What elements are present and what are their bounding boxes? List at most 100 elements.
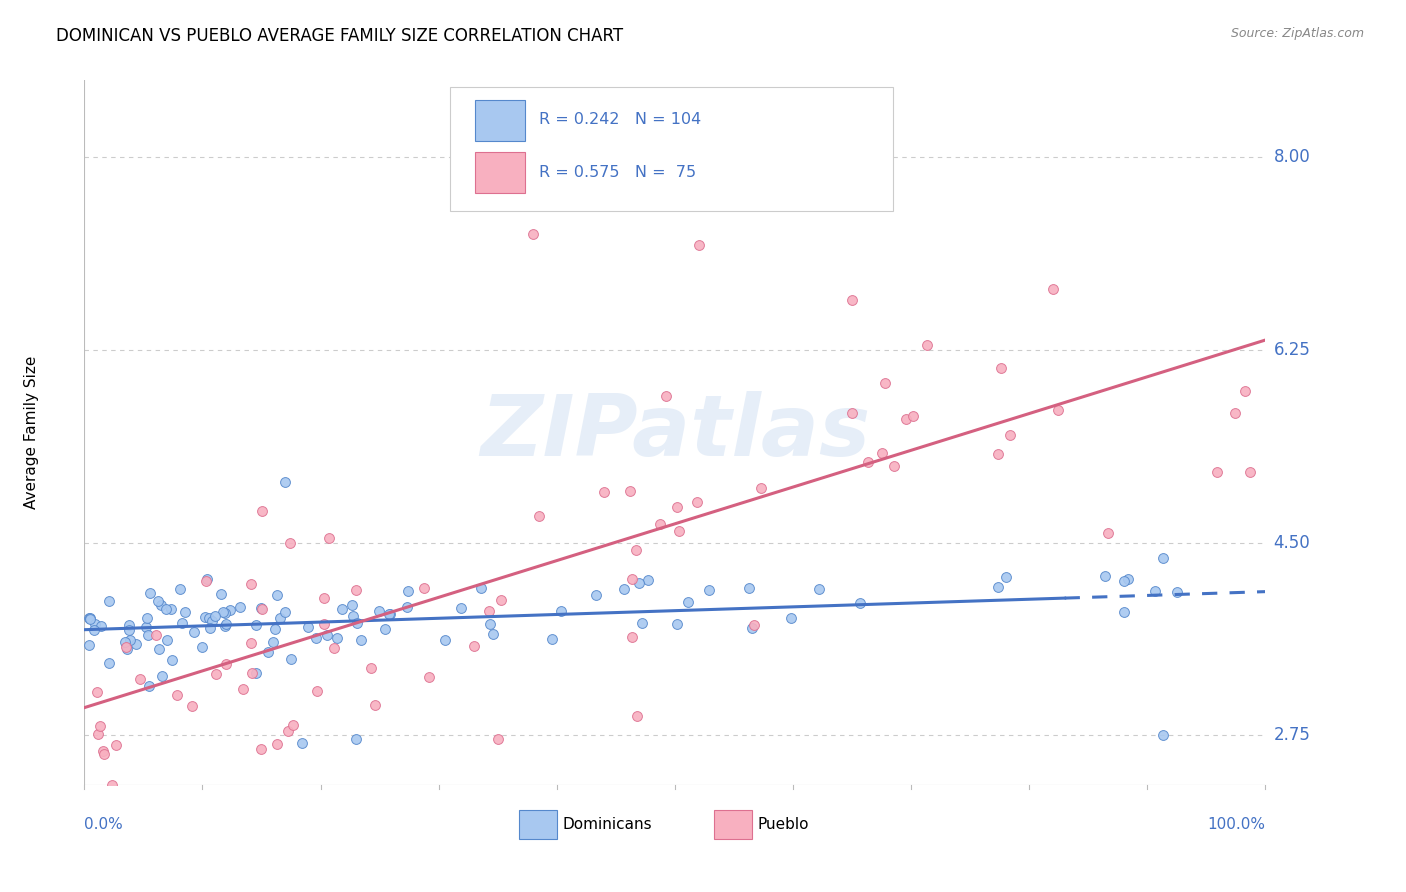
Point (1223, 407, 1246, 421)
Point (377, 607, 399, 622)
Point (364, 698, 387, 713)
Point (136, 628, 159, 642)
Point (174, 605, 197, 619)
Point (654, 389, 676, 403)
Point (396, 583, 419, 598)
Point (152, 669, 174, 683)
Point (155, 632, 177, 647)
Point (93, 747, 115, 761)
Point (250, 602, 273, 616)
Point (666, 617, 689, 632)
Point (180, 699, 202, 714)
Point (312, 616, 335, 631)
Point (114, 635, 136, 649)
Text: 2.75: 2.75 (1274, 726, 1310, 745)
Point (305, 632, 328, 646)
Point (413, 581, 436, 595)
Point (250, 601, 273, 615)
Point (1152, 551, 1174, 566)
Point (269, 611, 291, 625)
Point (257, 645, 280, 659)
Point (129, 672, 152, 686)
Point (297, 620, 319, 634)
Point (665, 500, 688, 515)
Point (214, 606, 236, 620)
Point (195, 573, 218, 587)
Point (434, 632, 457, 647)
Point (620, 572, 643, 586)
Point (450, 601, 472, 615)
Point (250, 742, 273, 756)
Point (1152, 728, 1174, 742)
Text: Dominicans: Dominicans (562, 817, 652, 832)
Point (346, 731, 368, 746)
Point (262, 634, 284, 648)
Point (135, 620, 157, 634)
Point (77, 638, 100, 652)
Text: 4.50: 4.50 (1274, 533, 1310, 552)
Point (245, 665, 267, 680)
Point (215, 657, 238, 671)
Point (219, 603, 242, 617)
Point (274, 475, 297, 490)
Point (250, 504, 273, 518)
Point (232, 681, 254, 696)
Point (194, 610, 217, 624)
Point (83, 616, 105, 631)
Point (79, 612, 101, 626)
Point (342, 608, 364, 623)
Point (318, 531, 340, 545)
Point (486, 731, 509, 746)
FancyBboxPatch shape (475, 100, 524, 141)
Point (995, 570, 1018, 584)
Point (1097, 526, 1119, 541)
Point (841, 293, 863, 308)
Point (346, 615, 368, 630)
Point (685, 495, 707, 509)
Point (742, 618, 765, 632)
Point (637, 573, 659, 587)
Point (83, 623, 105, 637)
Point (478, 604, 501, 618)
Point (585, 588, 607, 602)
Point (263, 622, 285, 636)
Point (90, 619, 112, 633)
Point (104, 738, 127, 752)
Point (229, 600, 252, 615)
Point (479, 617, 502, 632)
Point (1042, 283, 1064, 297)
Point (676, 595, 699, 609)
Point (849, 596, 872, 610)
Point (191, 640, 214, 655)
Point (875, 376, 897, 391)
Point (277, 723, 299, 738)
Text: 6.25: 6.25 (1274, 341, 1310, 359)
Text: 0.0%: 0.0% (84, 817, 124, 831)
Point (240, 665, 263, 680)
Point (688, 238, 710, 252)
FancyBboxPatch shape (475, 152, 524, 194)
Point (204, 609, 226, 624)
Point (291, 736, 314, 750)
Point (856, 454, 879, 468)
Point (894, 412, 917, 426)
Point (527, 508, 550, 523)
Point (86, 684, 108, 698)
Point (631, 616, 654, 631)
Point (114, 640, 136, 654)
Text: Source: ZipAtlas.com: Source: ZipAtlas.com (1230, 27, 1364, 40)
Point (245, 618, 267, 632)
Text: ZIPatlas: ZIPatlas (479, 391, 870, 475)
Point (283, 718, 305, 732)
Point (239, 636, 262, 650)
Point (145, 627, 167, 641)
Point (346, 582, 368, 597)
Point (97, 656, 120, 670)
Point (374, 622, 396, 636)
Point (214, 619, 236, 633)
Point (169, 582, 191, 596)
FancyBboxPatch shape (714, 810, 752, 839)
Point (1144, 583, 1167, 598)
Point (89, 719, 111, 733)
Point (1205, 465, 1227, 479)
